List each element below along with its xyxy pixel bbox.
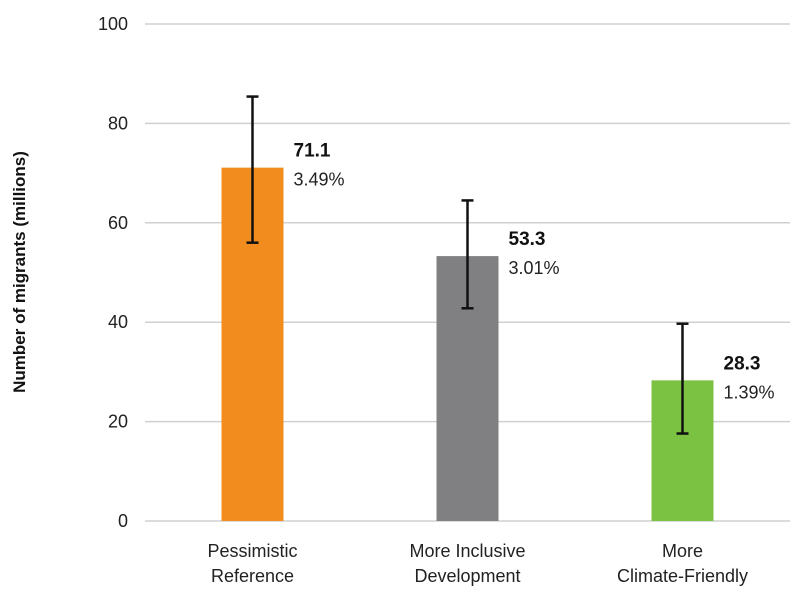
value-label-2: 28.3 [724,353,761,374]
y-tick-label-80: 80 [108,113,128,133]
y-tick-label-20: 20 [108,412,128,432]
value-label-0: 71.1 [294,141,331,162]
category-label-0-line-0: Pessimistic [207,541,297,561]
y-axis-label: Number of migrants (millions) [10,151,29,393]
value-label-1: 53.3 [509,229,546,250]
y-axis-ticks: 0 20 40 60 80 100 [98,14,128,531]
percent-label-1: 3.01% [509,258,560,278]
error-bars [246,95,689,435]
category-label-1-line-1: Development [414,566,520,586]
percent-label-2: 1.39% [724,382,775,402]
data-labels: 71.1 3.49% 53.3 3.01% 28.3 1.39% [294,141,775,403]
category-label-0-line-1: Reference [211,566,294,586]
y-tick-label-100: 100 [98,14,128,34]
y-tick-label-0: 0 [118,511,128,531]
y-tick-label-60: 60 [108,213,128,233]
category-labels: Pessimistic Reference More Inclusive Develo… [207,541,748,586]
category-label-1-line-0: More Inclusive [409,541,525,561]
y-tick-label-40: 40 [108,312,128,332]
percent-label-0: 3.49% [294,170,345,190]
category-label-2-line-0: More [662,541,703,561]
category-label-2-line-1: Climate-Friendly [617,566,748,586]
